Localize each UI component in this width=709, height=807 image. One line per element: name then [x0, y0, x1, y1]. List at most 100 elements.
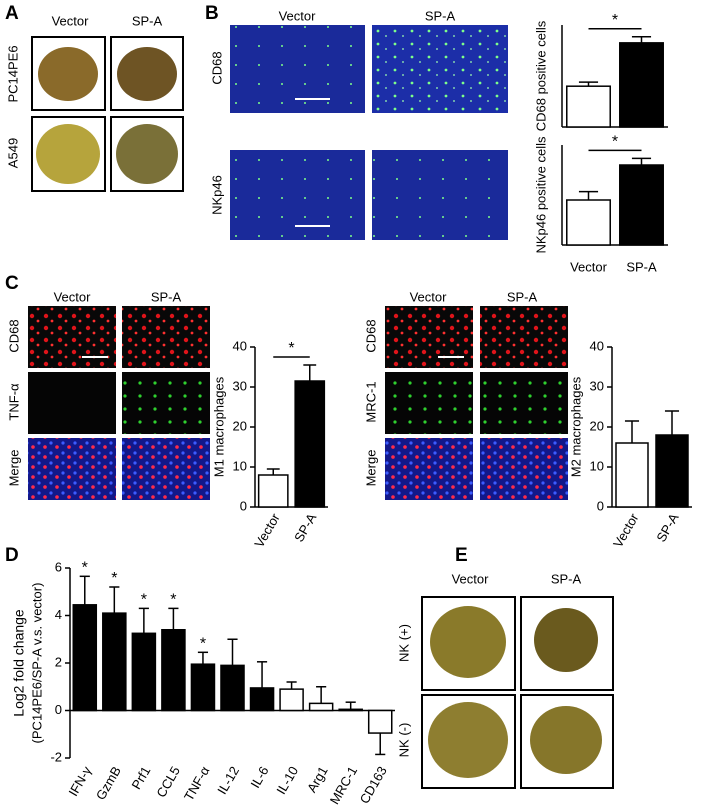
- column-label: SP-A: [151, 289, 182, 304]
- x-tick-label: IL-12: [214, 764, 242, 797]
- photo: [116, 124, 178, 184]
- panel-c: C Vector SP-A CD68 TNF-α Merge Vector SP…: [5, 273, 568, 500]
- micrograph: [480, 372, 568, 434]
- micrograph: [122, 372, 210, 434]
- bar: [619, 42, 664, 128]
- bar: [655, 434, 689, 508]
- y-tick-label: 4: [55, 607, 62, 622]
- row-label: Merge: [363, 450, 378, 487]
- row-label: A549: [5, 138, 20, 168]
- significance-star: *: [141, 592, 147, 609]
- bar: [102, 612, 127, 712]
- y-tick-label: 0: [597, 498, 604, 513]
- panel-label: D: [5, 545, 19, 566]
- panel-label: B: [205, 3, 219, 24]
- bar: [308, 702, 334, 712]
- y-tick-label: 10: [590, 458, 604, 473]
- significance-star: *: [200, 636, 206, 653]
- y-axis-title: Log2 fold change: [11, 609, 27, 717]
- photo: [117, 47, 177, 101]
- micrograph: [122, 306, 210, 368]
- bar: [294, 380, 326, 508]
- x-tick-label: CCL5: [153, 764, 183, 800]
- row-label: CD68: [363, 319, 378, 352]
- bar: [566, 85, 611, 128]
- column-label: Vector: [279, 8, 317, 23]
- y-tick-label: 40: [590, 338, 604, 353]
- y-tick-label: 30: [233, 378, 247, 393]
- bar: [615, 442, 649, 508]
- y-tick-label: 30: [590, 378, 604, 393]
- bar: [72, 604, 98, 712]
- column-label: SP-A: [507, 289, 538, 304]
- panel-a: A Vector SP-A PC14PE6 A549: [5, 3, 184, 192]
- x-tick-label: TNF-α: [181, 763, 213, 803]
- panel-b: B Vector SP-A CD68 NKp46: [205, 3, 508, 240]
- x-tick-label: Vector: [251, 510, 283, 550]
- panel-label: A: [5, 3, 19, 24]
- micrograph: [385, 438, 473, 500]
- x-tick-label: IL-6: [247, 764, 271, 791]
- row-label: MRC-1: [363, 381, 378, 422]
- bar: [338, 708, 363, 712]
- row-label: CD68: [209, 51, 224, 84]
- y-tick-label: -2: [50, 749, 62, 764]
- bar: [190, 663, 216, 712]
- y-tick-label: 2: [55, 654, 62, 669]
- x-tick-label: IL-10: [273, 764, 301, 797]
- column-label: Vector: [52, 13, 90, 28]
- column-label: SP-A: [132, 13, 163, 28]
- micrograph: [480, 438, 568, 500]
- micrograph: [28, 438, 116, 500]
- x-tick-label: SP-A: [626, 259, 657, 274]
- x-tick-label: CD163: [357, 764, 390, 807]
- bar: [131, 632, 157, 712]
- column-label: SP-A: [551, 571, 582, 586]
- micrograph: [480, 306, 568, 368]
- column-label: Vector: [54, 289, 92, 304]
- x-tick-label: GzmB: [93, 764, 124, 803]
- x-tick-label: Arg1: [304, 764, 331, 795]
- y-tick-label: 6: [55, 559, 62, 574]
- y-axis-subtitle: (PC14PE6/SP-A v.s. vector): [29, 583, 44, 744]
- photo: [534, 608, 598, 672]
- photo: [430, 606, 506, 678]
- y-tick-label: 0: [55, 702, 62, 717]
- x-tick-label: MRC-1: [327, 764, 361, 807]
- column-label: Vector: [452, 571, 490, 586]
- bar: [220, 664, 245, 712]
- y-tick-label: 20: [590, 418, 604, 433]
- photo: [36, 124, 100, 184]
- bar: [249, 687, 275, 712]
- micrograph: [28, 372, 116, 434]
- y-axis-title: M2 macrophages: [568, 376, 583, 477]
- photo: [38, 47, 98, 101]
- significance-star: *: [82, 560, 88, 577]
- significance-star: *: [170, 592, 176, 609]
- significance-star: *: [111, 570, 117, 587]
- x-tick-label: Vector: [570, 259, 608, 274]
- y-axis-title: CD68 positive cells: [533, 20, 548, 131]
- x-tick-label: SP-A: [653, 510, 681, 544]
- micrograph: [385, 372, 473, 434]
- panel-d: D: [5, 545, 19, 566]
- y-tick-label: 20: [233, 418, 247, 433]
- x-tick-label: Vector: [610, 510, 642, 550]
- photo: [428, 702, 508, 778]
- row-label: Merge: [6, 450, 21, 487]
- x-tick-label: SP-A: [291, 510, 319, 544]
- significance-star: *: [288, 340, 294, 357]
- significance-star: *: [612, 134, 618, 151]
- row-label: TNF-α: [6, 383, 21, 421]
- row-label: NKp46: [209, 175, 224, 215]
- x-tick-label: IFN-γ: [65, 763, 94, 798]
- row-label: PC14PE6: [5, 45, 20, 102]
- micrograph: [385, 306, 473, 368]
- column-label: SP-A: [425, 8, 456, 23]
- panel-e: E Vector SP-A NK (+) NK (-): [396, 545, 614, 789]
- y-tick-label: 10: [233, 458, 247, 473]
- bar: [257, 474, 289, 508]
- bar: [367, 709, 393, 734]
- column-label: Vector: [410, 289, 448, 304]
